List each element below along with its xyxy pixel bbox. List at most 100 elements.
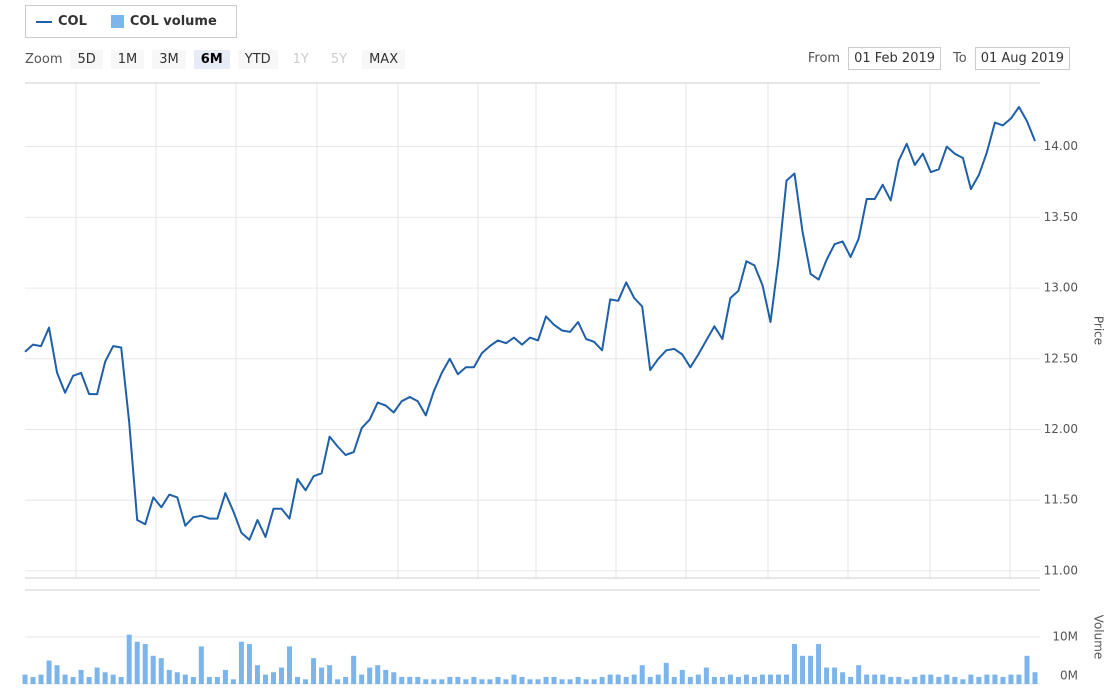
volume-bar <box>190 676 196 684</box>
volume-bar <box>1024 655 1030 684</box>
volume-bar <box>679 669 685 684</box>
volume-bar <box>166 669 172 684</box>
volume-bar <box>206 676 212 684</box>
volume-bar <box>38 674 44 684</box>
volume-bar <box>303 679 309 684</box>
volume-bar <box>655 674 661 684</box>
volume-bar <box>743 674 749 684</box>
volume-bar <box>792 644 798 684</box>
volume-bar <box>976 676 982 684</box>
volume-bar <box>719 676 725 684</box>
zoom-button[interactable]: MAX <box>362 49 406 69</box>
volume-bar <box>551 676 557 684</box>
y-tick-label: 0M <box>1060 669 1078 683</box>
volume-bar <box>727 674 733 684</box>
zoom-button[interactable]: 1M <box>110 49 145 69</box>
volume-bar <box>110 674 116 684</box>
volume-bar <box>912 676 918 684</box>
volume-bar <box>960 679 966 684</box>
volume-bar <box>784 674 790 684</box>
volume-bar <box>102 672 108 684</box>
volume-bar <box>687 676 693 684</box>
volume-bar <box>327 665 333 684</box>
volume-bar <box>751 676 757 684</box>
volume-bar <box>1000 676 1006 684</box>
volume-bar <box>262 674 268 684</box>
volume-bar <box>856 665 862 684</box>
volume-bar <box>800 655 806 684</box>
volume-bar <box>62 674 68 684</box>
volume-bar <box>230 679 236 684</box>
volume-bar <box>431 679 437 684</box>
y-axis-title: Volume <box>1092 615 1106 660</box>
volume-bar <box>703 667 709 684</box>
zoom-button[interactable]: YTD <box>237 49 278 69</box>
volume-bar <box>880 674 886 684</box>
volume-bar <box>471 676 477 684</box>
to-input[interactable]: 01 Aug 2019 <box>974 47 1070 70</box>
volume-bar <box>840 672 846 684</box>
volume-bar <box>479 679 485 684</box>
volume-bar <box>70 676 76 684</box>
volume-bar <box>503 679 509 684</box>
volume-bar <box>968 674 974 684</box>
volume-bar <box>270 672 276 684</box>
volume-bar <box>928 674 934 684</box>
volume-bar <box>495 676 501 684</box>
volume-bar <box>824 667 830 684</box>
volume-bar <box>214 676 220 684</box>
y-tick-label: 11.50 <box>1044 493 1078 507</box>
volume-bar <box>383 669 389 684</box>
volume-bar <box>222 669 228 684</box>
legend-item[interactable]: COL <box>36 14 87 29</box>
volume-bar <box>936 676 942 684</box>
volume-bar <box>1016 674 1022 684</box>
zoom-button[interactable]: 6M <box>193 49 230 69</box>
price-line <box>24 106 1036 541</box>
from-label: From <box>807 51 841 66</box>
volume-bar <box>343 676 349 684</box>
volume-bar <box>158 658 164 684</box>
volume-bar <box>1032 672 1038 684</box>
y-tick-label: 12.00 <box>1044 422 1078 436</box>
volume-bar <box>992 674 998 684</box>
volume-bar <box>759 674 765 684</box>
volume-bar <box>567 679 573 684</box>
volume-bar <box>767 674 773 684</box>
volume-bar <box>904 679 910 684</box>
from-input[interactable]: 01 Feb 2019 <box>848 47 942 70</box>
volume-bar <box>351 655 357 684</box>
volume-bar <box>407 676 413 684</box>
volume-bar <box>30 676 36 684</box>
volume-bar <box>832 667 838 684</box>
volume-bar <box>695 674 701 684</box>
volume-bar <box>455 676 461 684</box>
y-tick-label: 10M <box>1052 630 1078 644</box>
volume-bar <box>22 674 28 684</box>
volume-bar <box>174 672 180 684</box>
y-tick-label: 13.50 <box>1044 210 1078 224</box>
volume-bar <box>775 674 781 684</box>
volume-bar <box>295 676 301 684</box>
y-tick-label: 12.50 <box>1044 351 1078 365</box>
volume-bar <box>647 676 653 684</box>
volume-bar <box>142 644 148 684</box>
volume-bar <box>86 676 92 684</box>
volume-bar <box>711 676 717 684</box>
volume-bar <box>631 674 637 684</box>
legend-item[interactable]: COL volume <box>110 14 217 29</box>
volume-bar <box>94 667 100 684</box>
volume-bar <box>359 674 365 684</box>
zoom-button[interactable]: 5D <box>70 49 103 69</box>
volume-bar <box>599 676 605 684</box>
legend: COL COL volume <box>25 5 237 38</box>
zoom-button: 1Y <box>285 49 316 69</box>
date-range: From 01 Feb 2019 To 01 Aug 2019 <box>808 47 1070 70</box>
y-tick-label: 13.00 <box>1044 281 1078 295</box>
to-label: To <box>953 51 967 66</box>
volume-bar <box>1008 674 1014 684</box>
volume-bar <box>46 660 52 684</box>
volume-bar <box>920 674 926 684</box>
zoom-button[interactable]: 3M <box>152 49 186 69</box>
